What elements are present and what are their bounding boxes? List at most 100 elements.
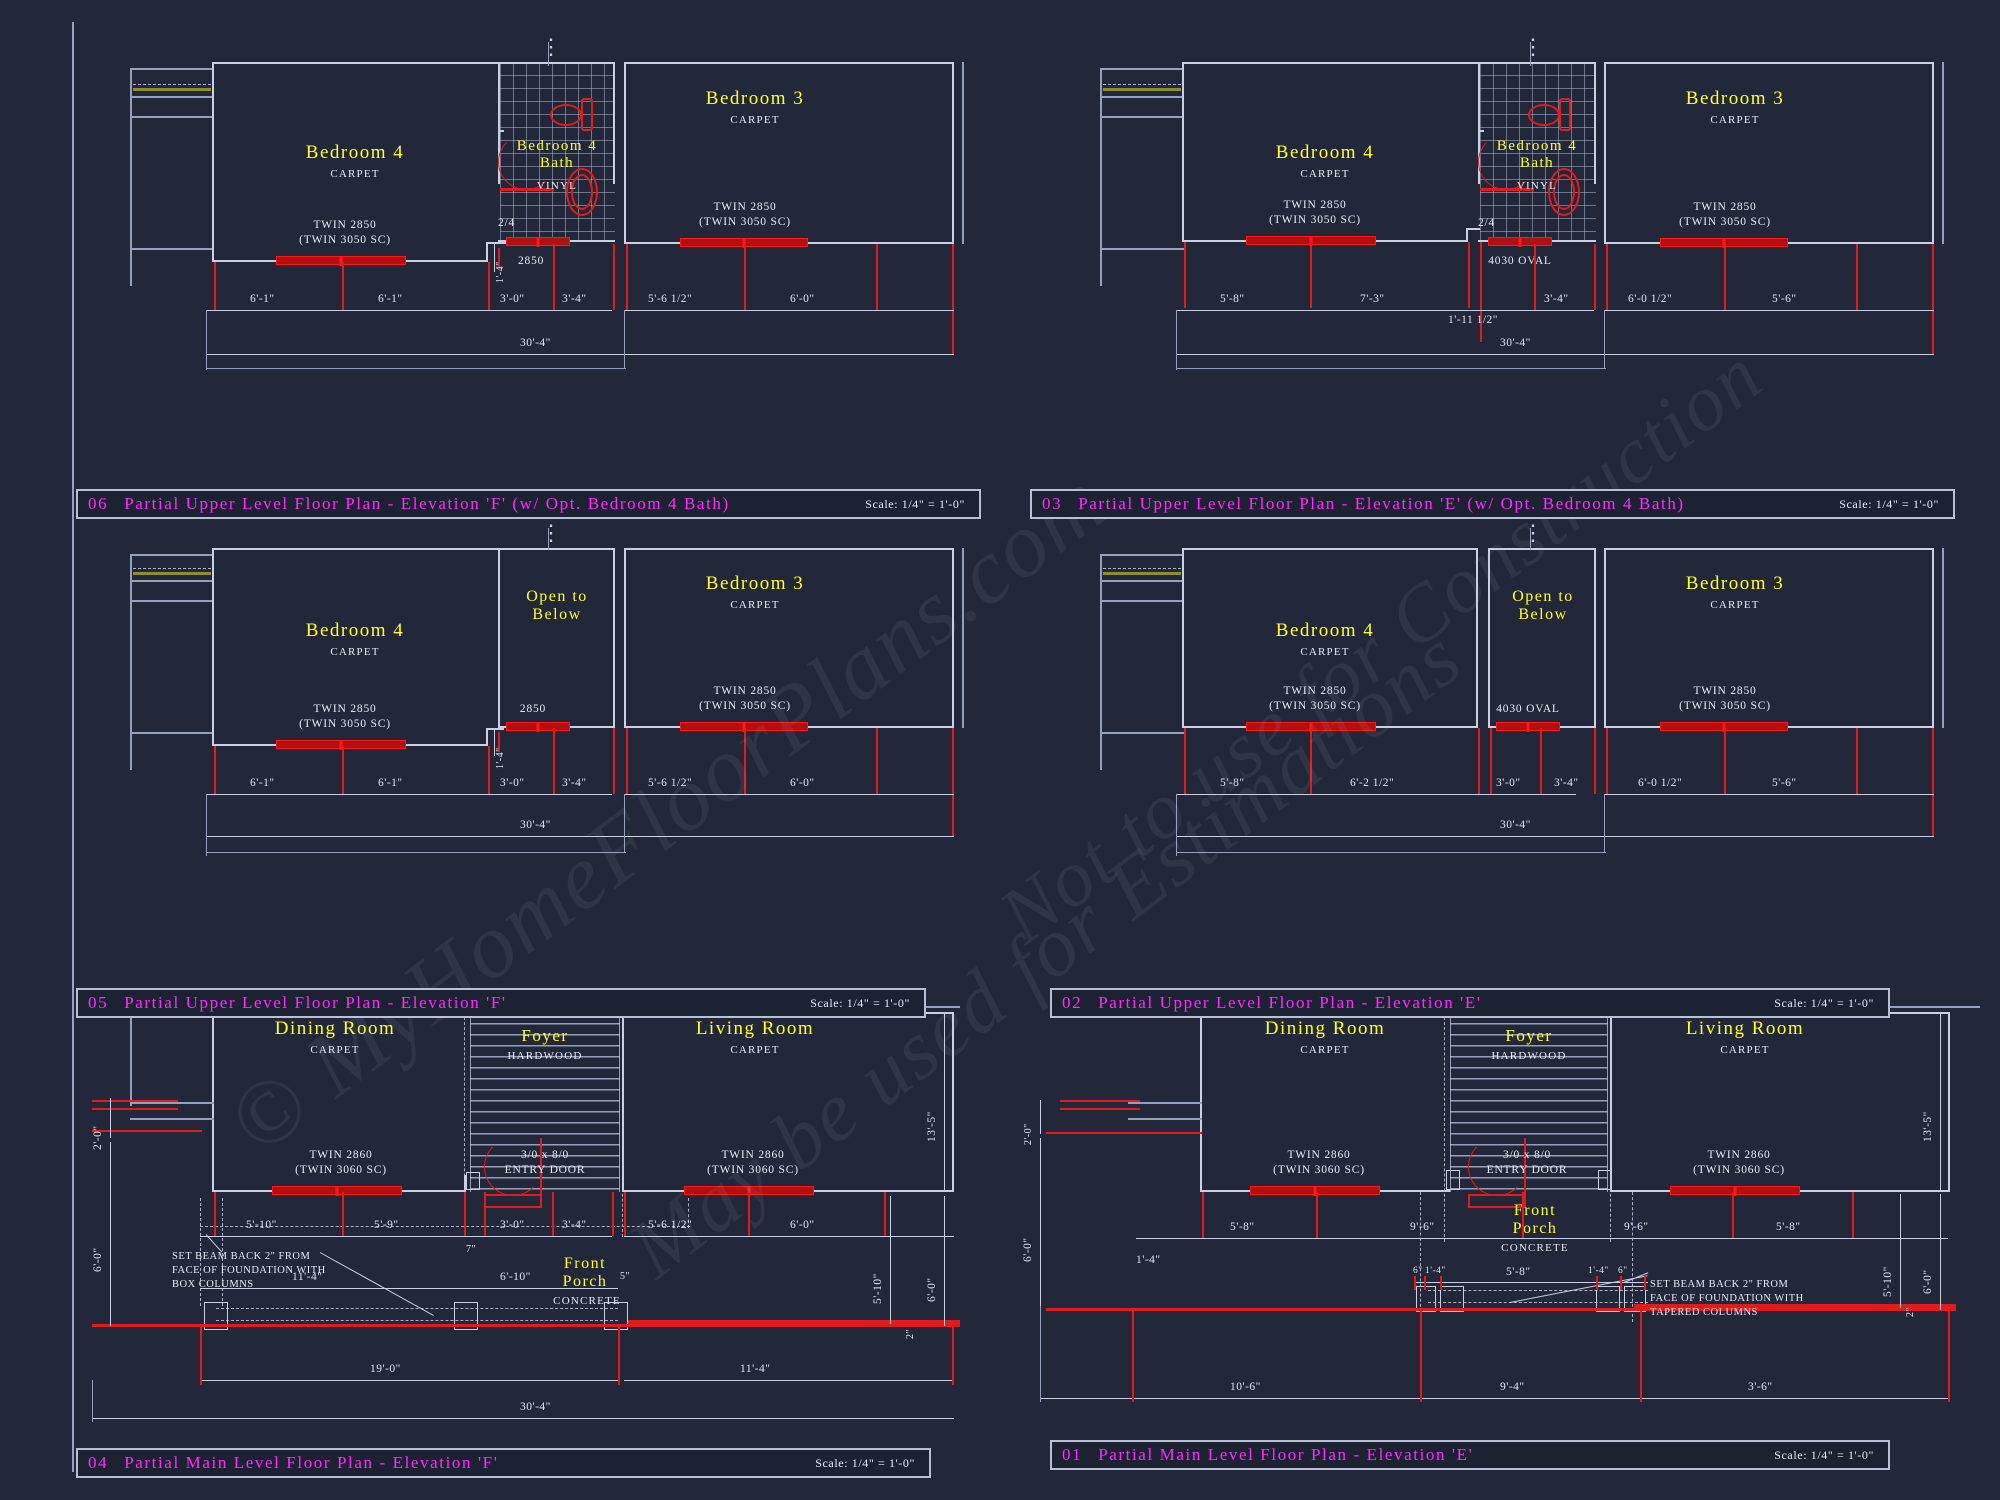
wall bbox=[1128, 1102, 1202, 1104]
toilet-tank-icon bbox=[581, 98, 593, 131]
extension-line bbox=[1606, 244, 1608, 310]
dimension-text: 1'-4" bbox=[495, 261, 506, 283]
wall bbox=[1942, 548, 1944, 728]
closet-rod bbox=[133, 84, 211, 85]
dimension-text: 6'-0 1/2" bbox=[1638, 777, 1683, 789]
extension-line bbox=[1852, 1192, 1854, 1238]
break-line bbox=[548, 528, 549, 550]
wall bbox=[1478, 62, 1480, 184]
extension-line bbox=[952, 1327, 954, 1385]
dimension-text: 13'-5" bbox=[926, 1111, 938, 1142]
wall bbox=[1100, 68, 1184, 70]
dimension-text: 9'-4" bbox=[1500, 1381, 1525, 1393]
dimension-line bbox=[1940, 1012, 1941, 1192]
wall bbox=[613, 62, 615, 184]
room-finish: HARDWOOD bbox=[507, 1050, 583, 1062]
dimension-text: 3'-4" bbox=[562, 1219, 587, 1231]
dimension-line bbox=[944, 1196, 945, 1326]
wall bbox=[206, 794, 207, 856]
door-threshold bbox=[1468, 1194, 1526, 1196]
extension-line bbox=[1606, 728, 1608, 794]
extension-line bbox=[1184, 242, 1186, 308]
dimension-text: 5'-10" bbox=[1882, 1266, 1894, 1297]
extension-line bbox=[342, 746, 344, 794]
window-tag: TWIN 2860 (TWIN 3060 SC) bbox=[1273, 1149, 1365, 1176]
toilet-bowl-icon bbox=[1528, 104, 1560, 126]
room-finish: CARPET bbox=[1720, 1044, 1770, 1056]
window-tag: TWIN 2850 (TWIN 3050 SC) bbox=[699, 685, 791, 712]
panel-title-bar[interactable]: 04 Partial Main Level Floor Plan - Eleva… bbox=[76, 1448, 931, 1478]
wall bbox=[486, 728, 488, 746]
wall bbox=[1176, 368, 1606, 369]
extension-line bbox=[1856, 244, 1858, 310]
wall bbox=[1182, 62, 1184, 242]
wall bbox=[1100, 116, 1184, 118]
extension-line bbox=[488, 746, 490, 794]
wall bbox=[1128, 1118, 1202, 1120]
closet-rod bbox=[133, 568, 211, 569]
wall bbox=[1100, 96, 1184, 98]
room-finish: VINYL bbox=[536, 180, 578, 192]
extension-line bbox=[884, 1192, 886, 1236]
room-label: Bedroom 4 bbox=[305, 620, 405, 641]
dimension-line bbox=[200, 1236, 612, 1237]
dimension-overall-text: 30'-4" bbox=[520, 1401, 551, 1413]
dimension-line bbox=[1040, 1138, 1041, 1310]
dimension-text: 3'-6" bbox=[1748, 1381, 1773, 1393]
dimension-text: 9'-6" bbox=[1624, 1221, 1649, 1233]
wall bbox=[130, 732, 214, 734]
panel-title: Partial Upper Level Floor Plan - Elevati… bbox=[124, 494, 730, 513]
wall bbox=[212, 548, 214, 746]
window-symbol bbox=[1496, 722, 1560, 731]
box-column bbox=[454, 1302, 478, 1330]
wall bbox=[624, 794, 625, 852]
dimension-text: 19'-0" bbox=[370, 1363, 401, 1375]
dimension-text: 5'-6" bbox=[1772, 293, 1797, 305]
panel-title-bar[interactable]: 03 Partial Upper Level Floor Plan - Elev… bbox=[1030, 489, 1955, 519]
break-line-icon: ⋮ bbox=[540, 520, 562, 545]
room-label: Dining Room bbox=[1264, 1018, 1386, 1039]
panel-scale: Scale: 1/4" = 1'-0" bbox=[815, 1455, 915, 1470]
extension-line bbox=[1948, 1310, 1950, 1402]
window-symbol bbox=[506, 237, 570, 246]
dimension-text: 5" bbox=[620, 1271, 631, 1282]
panel-03: ⋮ Bedroom 4 CARPET Bedroom 4 Bath VINYL … bbox=[1010, 0, 2000, 519]
dimension-text: 5'-8" bbox=[1220, 777, 1245, 789]
wall bbox=[498, 548, 615, 550]
dimension-text: 6'-1" bbox=[378, 293, 403, 305]
room-finish: HARDWOOD bbox=[1491, 1050, 1567, 1062]
beam-line bbox=[216, 1320, 618, 1321]
panel-title-bar[interactable]: 02 Partial Upper Level Floor Plan - Elev… bbox=[1050, 988, 1890, 1018]
window-tag: 2850 bbox=[519, 703, 547, 715]
wall bbox=[1604, 310, 1605, 368]
panel-title: Partial Upper Level Floor Plan - Elevati… bbox=[124, 993, 507, 1012]
extension-line bbox=[748, 1192, 750, 1236]
room-label: Front Porch bbox=[1512, 1202, 1558, 1238]
wall bbox=[1488, 548, 1490, 728]
panel-title-bar[interactable]: 05 Partial Upper Level Floor Plan - Elev… bbox=[76, 988, 926, 1018]
panel-title-bar[interactable]: 06 Partial Upper Level Floor Plan - Elev… bbox=[76, 489, 981, 519]
wall bbox=[498, 548, 500, 728]
dimension-line bbox=[1900, 1194, 1901, 1308]
break-line-icon: ⋮ bbox=[540, 34, 562, 59]
extension-line bbox=[952, 728, 954, 836]
extension-line bbox=[1310, 242, 1312, 308]
extension-line bbox=[214, 746, 216, 794]
window-tag: 4030 OVAL bbox=[1496, 703, 1560, 715]
wall bbox=[624, 62, 954, 64]
tapered-column bbox=[1596, 1286, 1620, 1312]
dimension-line bbox=[1604, 310, 1934, 311]
wall bbox=[206, 368, 626, 369]
dimension-text: 3'-0" bbox=[1496, 777, 1521, 789]
dimension-text: 2'-0" bbox=[92, 1125, 104, 1150]
wall bbox=[1594, 62, 1596, 184]
extension-line bbox=[612, 1192, 614, 1236]
panel-title-bar[interactable]: 01 Partial Main Level Floor Plan - Eleva… bbox=[1050, 1440, 1890, 1470]
room-finish: CARPET bbox=[330, 168, 380, 180]
extension-line bbox=[876, 728, 878, 794]
extension-line bbox=[1724, 244, 1726, 310]
window-tag: TWIN 2850 (TWIN 3050 SC) bbox=[299, 219, 391, 246]
extension-line bbox=[1132, 1310, 1134, 1402]
panel-06: ⋮ Bedroom 4 CARPET Bedroom 4 Bath VINYL … bbox=[0, 0, 1000, 519]
dimension-text: 6'-2 1/2" bbox=[1350, 777, 1395, 789]
